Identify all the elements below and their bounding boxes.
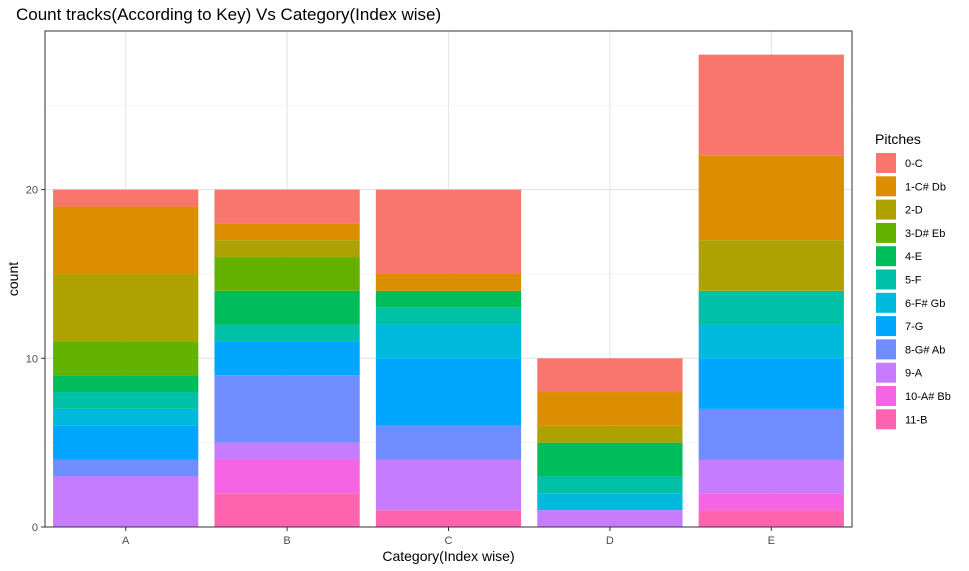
bar-segment	[698, 510, 844, 527]
bar-segment	[53, 392, 199, 409]
legend-label: 0-C	[905, 158, 923, 170]
legend-key	[876, 409, 896, 430]
bar-segment	[375, 189, 522, 274]
bar-segment	[537, 510, 683, 527]
bar-segment	[537, 493, 683, 511]
bar-segment	[53, 425, 199, 460]
bar-segment	[698, 155, 844, 241]
bar-segment	[214, 493, 360, 527]
y-tick-label: 0	[32, 522, 38, 534]
y-axis-title: count	[5, 262, 21, 296]
bar-segment	[698, 240, 844, 291]
bar-segment	[53, 476, 199, 527]
legend-label: 4-E	[905, 251, 922, 263]
bar-segment	[214, 341, 360, 376]
x-tick-label: A	[122, 535, 130, 547]
legend-key	[876, 316, 896, 337]
legend-label: 10-A# Bb	[905, 391, 951, 403]
bar-segment	[375, 290, 522, 308]
bar-segment	[53, 189, 199, 207]
legend-label: 9-A	[905, 368, 923, 380]
legend-key	[876, 199, 896, 220]
legend-key	[876, 269, 896, 290]
legend-key	[876, 153, 896, 173]
bar-segment	[537, 358, 683, 393]
y-tick-label: 10	[26, 353, 38, 365]
legend-key	[876, 386, 896, 406]
bar-segment	[53, 459, 199, 477]
bars	[53, 54, 844, 527]
bar-segment	[375, 358, 522, 426]
y-axis: 0 10 20	[26, 185, 45, 534]
bar-segment	[53, 341, 199, 376]
bar-segment	[537, 442, 683, 477]
x-tick-label: B	[283, 535, 290, 547]
bar-segment	[698, 493, 844, 511]
x-tick-label: D	[606, 535, 614, 547]
legend-label: 2-D	[905, 205, 923, 217]
bar-segment	[375, 459, 522, 511]
legend-label: 8-G# Ab	[905, 344, 945, 356]
bar-segment	[214, 290, 360, 325]
legend-label: 3-D# Eb	[905, 228, 945, 240]
bar-segment	[214, 189, 360, 224]
bar-segment	[214, 459, 360, 494]
bar-segment	[53, 408, 199, 426]
bar-segment	[698, 290, 844, 325]
bar-segment	[53, 375, 199, 393]
bar-segment	[214, 240, 360, 258]
bar-segment	[214, 324, 360, 342]
y-tick-label: 20	[26, 185, 38, 197]
legend-key	[876, 222, 896, 243]
bar-segment	[537, 392, 683, 426]
bar-segment	[698, 324, 844, 359]
bar-segment	[375, 510, 522, 527]
bar-segment	[537, 425, 683, 443]
x-axis: A B C D E	[122, 527, 775, 547]
bar-segment	[375, 324, 522, 359]
bar-segment	[375, 307, 522, 325]
bar-segment	[537, 476, 683, 494]
legend-label: 6-F# Gb	[905, 298, 945, 310]
bar-segment	[698, 54, 844, 156]
x-tick-label: E	[768, 535, 775, 547]
legend-key	[876, 292, 896, 313]
legend-key	[876, 339, 896, 360]
bar-segment	[214, 442, 360, 460]
legend-label: 11-B	[905, 414, 927, 426]
x-tick-label: C	[445, 535, 453, 547]
x-axis-title: Category(Index wise)	[382, 548, 514, 564]
bar-segment	[698, 358, 844, 409]
legend-title: Pitches	[875, 131, 921, 147]
bar-segment	[214, 257, 360, 291]
bar-segment	[375, 273, 522, 291]
legend-key	[876, 246, 896, 267]
bar-segment	[214, 375, 360, 443]
legend: Pitches 0-C 1-C# Db 2-D 3-D# Eb 4-E 5-F 6-F# G…	[875, 131, 951, 430]
bar-segment	[53, 273, 199, 342]
legend-key	[876, 176, 896, 197]
legend-label: 7-G	[905, 321, 923, 333]
bar-segment	[214, 223, 360, 241]
bar-segment	[698, 408, 844, 460]
legend-label: 1-C# Db	[905, 181, 946, 193]
chart-title: Count tracks(According to Key) Vs Catego…	[16, 5, 441, 24]
bar-segment	[698, 459, 844, 494]
bar-segment	[53, 206, 199, 274]
bar-segment	[375, 425, 522, 460]
legend-key	[876, 362, 896, 383]
legend-label: 5-F	[905, 275, 922, 287]
